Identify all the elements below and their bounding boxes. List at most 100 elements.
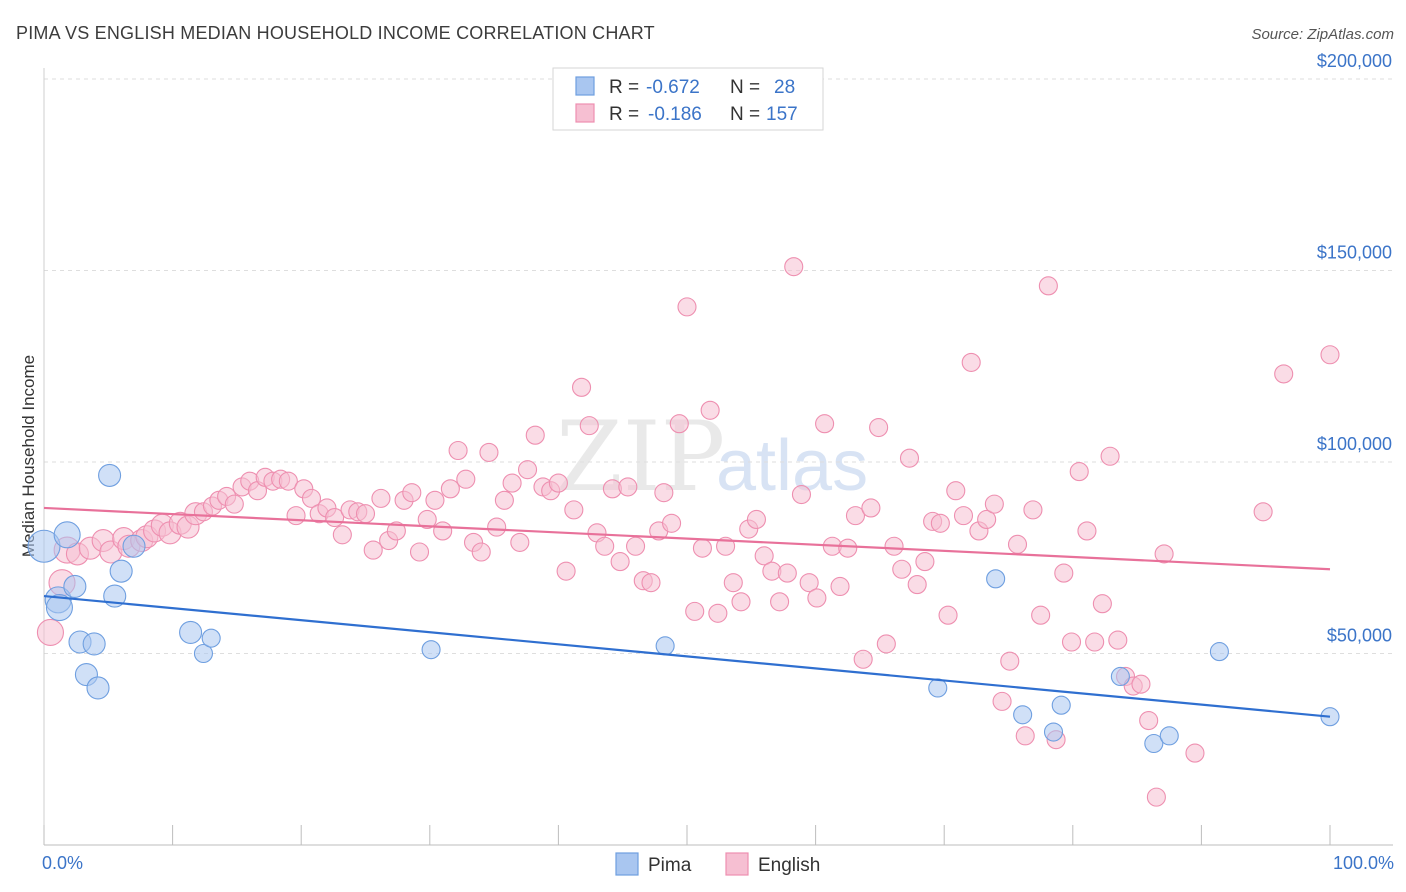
english-point-89 xyxy=(746,509,766,530)
english-point-98 xyxy=(815,414,835,434)
english-point-100 xyxy=(830,576,850,597)
english-point-121 xyxy=(992,691,1012,711)
y-tick-labels: $50,000 $100,000 $150,000 $200,000 xyxy=(1317,51,1392,646)
english-point-42 xyxy=(386,521,406,541)
english-point-94 xyxy=(784,257,804,277)
english-point-117 xyxy=(961,352,981,372)
english-point-28 xyxy=(278,471,298,491)
english-point-63 xyxy=(548,473,568,493)
pima-point-2 xyxy=(45,593,73,622)
pima-point-26 xyxy=(1209,642,1229,662)
english-point-84 xyxy=(708,603,728,623)
pima-point-7 xyxy=(82,632,106,656)
legend-english-n-label: N = xyxy=(730,104,760,125)
english-point-73 xyxy=(626,536,646,556)
english-point-126 xyxy=(1031,605,1051,625)
correlation-legend: R = -0.672 N = 28 R = -0.186 N = 157 xyxy=(552,67,824,131)
axes xyxy=(43,68,1393,846)
chart-source: Source: ZipAtlas.com xyxy=(1251,26,1394,43)
english-point-131 xyxy=(1069,462,1089,482)
english-point-120 xyxy=(984,494,1004,514)
english-point-101 xyxy=(838,538,858,558)
english-point-55 xyxy=(487,517,507,537)
english-point-35 xyxy=(332,525,352,545)
english-point-129 xyxy=(1054,563,1074,583)
pima-point-20 xyxy=(1013,705,1033,725)
english-point-102 xyxy=(845,506,866,526)
english-point-60 xyxy=(525,425,545,445)
english-point-38 xyxy=(355,504,376,524)
pima-point-22 xyxy=(1051,695,1071,715)
english-point-142 xyxy=(1154,544,1174,564)
english-point-146 xyxy=(1320,345,1340,365)
y-axis-label: Median Household Income xyxy=(19,355,38,557)
english-point-39 xyxy=(363,540,383,560)
english-point-96 xyxy=(799,573,819,593)
english-point-104 xyxy=(861,498,881,518)
english-point-78 xyxy=(662,513,682,533)
english-point-58 xyxy=(510,532,530,552)
pima-point-13 xyxy=(179,620,203,644)
english-point-45 xyxy=(409,542,430,562)
english-point-53 xyxy=(471,542,491,562)
y-tick-label-1: $100,000 xyxy=(1317,434,1392,454)
english-point-86 xyxy=(723,573,743,593)
english-point-110 xyxy=(907,575,927,595)
english-point-135 xyxy=(1100,446,1120,466)
legend-pima-n-label: N = xyxy=(730,77,760,98)
english-point-92 xyxy=(770,592,790,612)
x-tick-label-max: 100.0% xyxy=(1333,853,1394,873)
english-point-31 xyxy=(301,488,322,508)
english-point-29 xyxy=(286,506,306,526)
pima-point-8 xyxy=(86,676,110,700)
pima-point-9 xyxy=(98,463,122,487)
english-point-72 xyxy=(618,477,638,497)
english-point-119 xyxy=(977,509,997,530)
english-point-50 xyxy=(448,440,468,461)
english-point-123 xyxy=(1007,534,1028,554)
pima-point-19 xyxy=(986,569,1006,589)
watermark-atlas: atlas xyxy=(716,426,868,506)
english-point-67 xyxy=(579,416,599,436)
english-point-65 xyxy=(564,500,584,520)
english-point-105 xyxy=(869,417,889,438)
legend-pima-r-value: -0.672 xyxy=(646,77,700,98)
trend-lines xyxy=(43,506,1331,718)
legend-english-r-value: -0.186 xyxy=(648,104,702,125)
pima-point-11 xyxy=(109,559,133,583)
english-point-77 xyxy=(654,483,674,503)
english-point-140 xyxy=(1139,710,1159,731)
legend-english-r-label: R = xyxy=(609,104,639,125)
pima-point-23 xyxy=(1110,666,1130,687)
english-point-44 xyxy=(402,483,422,503)
english-point-122 xyxy=(1000,651,1020,671)
english-point-136 xyxy=(1108,630,1128,650)
english-point-145 xyxy=(1274,364,1294,384)
trend-line-pima xyxy=(43,594,1331,718)
pima-point-24 xyxy=(1144,733,1164,754)
bottom-legend-label-english: English xyxy=(758,855,820,876)
legend-pima-r-label: R = xyxy=(609,77,639,98)
trend-line-english xyxy=(43,506,1331,571)
english-point-114 xyxy=(938,605,958,625)
english-point-125 xyxy=(1023,500,1043,520)
english-point-106 xyxy=(876,634,896,654)
pima-point-4 xyxy=(63,574,87,599)
english-point-132 xyxy=(1077,521,1097,541)
pima-point-17 xyxy=(655,636,675,656)
english-point-134 xyxy=(1092,594,1112,614)
english-point-51 xyxy=(456,469,476,489)
gridlines xyxy=(44,78,1393,654)
english-point-139 xyxy=(1131,674,1151,694)
english-point-97 xyxy=(807,588,827,608)
pima-point-18 xyxy=(928,678,948,698)
pima-point-15 xyxy=(201,628,221,648)
english-point-87 xyxy=(731,592,751,612)
english-point-80 xyxy=(677,297,697,317)
english-point-83 xyxy=(700,400,720,420)
english-point-109 xyxy=(899,448,920,468)
english-point-133 xyxy=(1085,632,1105,652)
english-point-66 xyxy=(571,377,592,397)
english-point-46 xyxy=(417,509,437,530)
